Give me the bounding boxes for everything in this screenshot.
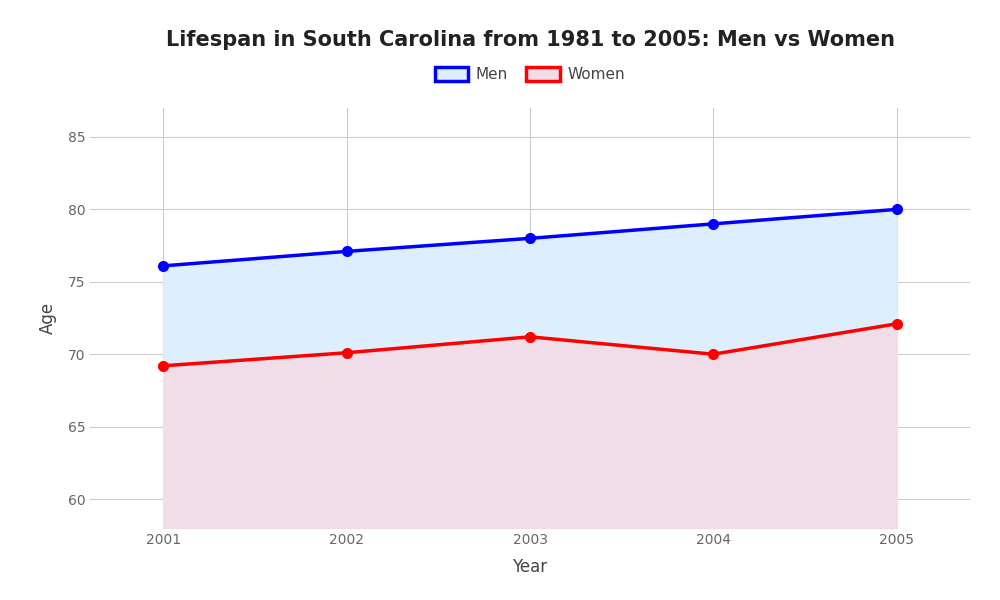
X-axis label: Year: Year — [512, 558, 548, 576]
Title: Lifespan in South Carolina from 1981 to 2005: Men vs Women: Lifespan in South Carolina from 1981 to … — [166, 29, 895, 49]
Y-axis label: Age: Age — [38, 302, 56, 334]
Legend: Men, Women: Men, Women — [429, 61, 631, 88]
